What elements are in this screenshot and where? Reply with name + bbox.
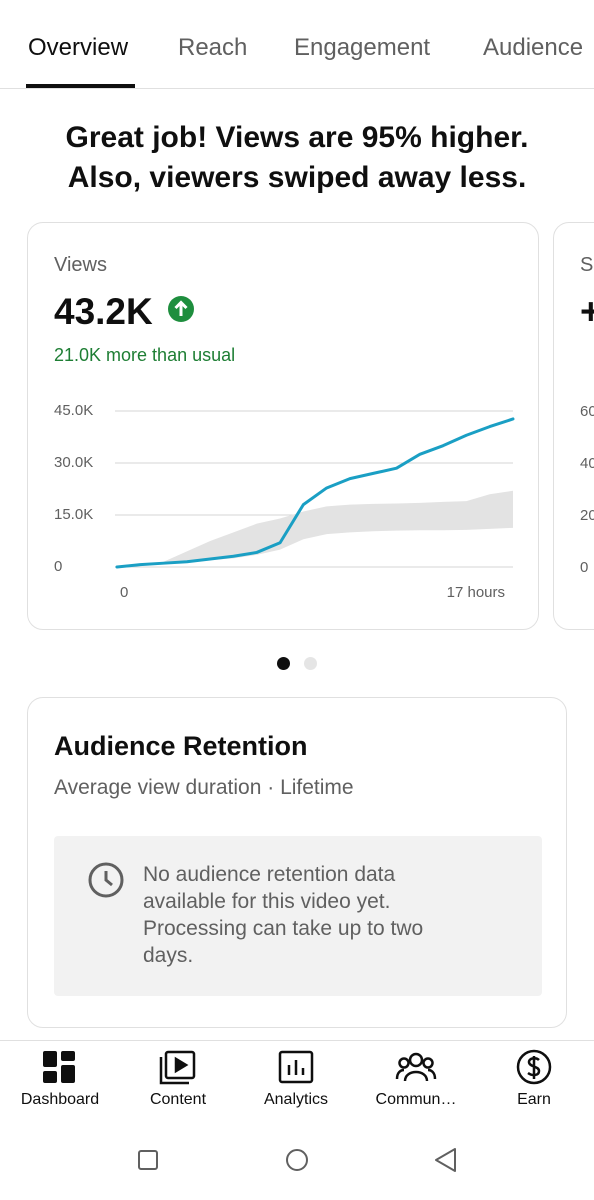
back-button[interactable] [435,1148,456,1172]
x-tick-label: 0 [120,584,128,601]
nav-label[interactable]: Dashboard [20,1091,100,1108]
empty-message: No audience retention data available for… [143,863,424,967]
tab[interactable]: Engagement [294,34,431,61]
views-line [115,417,515,569]
card-subtitle: Average view duration · Lifetime [54,776,354,799]
tab[interactable]: Overview [28,34,129,61]
typical-range [163,490,513,564]
y-tick-label: 60 [580,403,594,420]
page-dot[interactable] [277,657,290,670]
headline-line: Also, viewers swiped away less. [67,161,527,194]
y-tick-label: 45.0K [54,402,93,419]
nav-label[interactable]: Analytics [263,1091,329,1108]
card-value: + [580,291,594,333]
empty-state: No audience retention data available for… [54,836,542,996]
nav-icons [43,1049,552,1085]
clock-icon [88,862,124,898]
y-tick-label: 30.0K [54,454,93,471]
headline: Great job! Views are 95% higher. Also, v… [0,118,594,198]
home-button[interactable] [286,1149,308,1171]
y-tick-label: 0 [54,558,62,575]
card-comparison: 21.0K more than usual [54,345,236,365]
headline-line: Great job! Views are 95% higher. [65,121,529,154]
y-tick-label: 15.0K [54,506,93,523]
tab[interactable]: Audience [483,34,584,61]
nav-label[interactable]: Commun… [375,1091,457,1108]
tab[interactable]: Reach [178,34,248,61]
card-title: Audience Retention [54,731,308,761]
earn-icon[interactable] [516,1049,552,1085]
retention-card: Audience Retention Average view duration… [27,697,567,1028]
views-card[interactable]: 0 15.0K 30.0K 45.0K 0 17 hours Views 43.2K 21… [27,222,539,630]
divider [0,88,594,89]
content-icon[interactable] [159,1050,196,1085]
analytics-icon[interactable] [278,1050,314,1084]
system-nav [138,1148,456,1172]
nav-label[interactable]: Earn [517,1091,551,1108]
y-tick-label: 20 [580,507,594,524]
next-card[interactable]: S + 60 40 20 0 [553,222,594,630]
community-icon[interactable] [395,1052,437,1082]
nav-label[interactable]: Content [149,1091,207,1108]
card-value: 43.2K [54,291,153,332]
card-label: S [580,254,594,276]
recents-button[interactable] [138,1150,158,1170]
up-icon [168,296,194,322]
y-tick-label: 40 [580,455,594,472]
page-dot[interactable] [304,657,317,670]
views-chart: 0 15.0K 30.0K 45.0K 0 17 hours [54,402,515,601]
tab-indicator [26,84,135,88]
nav-divider [0,1040,594,1041]
y-tick-label: 0 [580,559,589,576]
dashboard-icon[interactable] [43,1051,75,1083]
x-tick-label: 17 hours [447,584,505,601]
card-label: Views [54,254,107,276]
